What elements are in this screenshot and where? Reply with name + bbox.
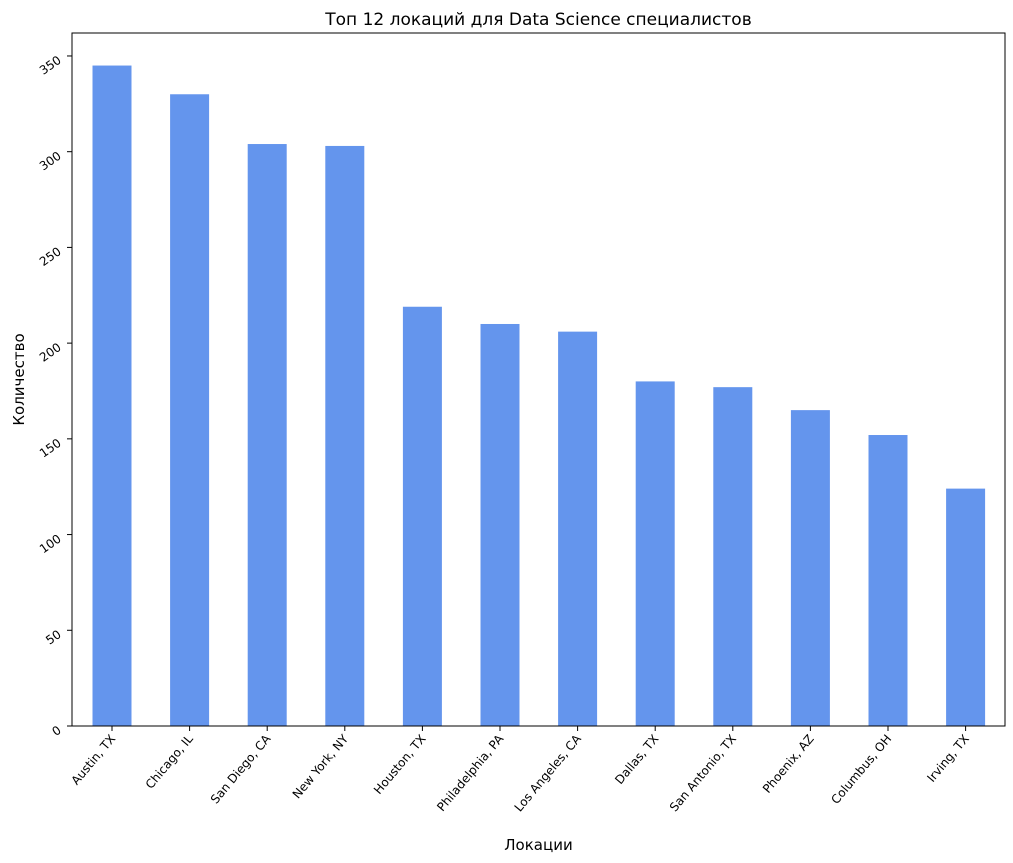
bar [480,323,520,726]
bar [558,331,598,726]
x-axis-title: Локации [504,836,572,854]
y-tick-label: 300 [37,149,64,174]
bar [946,488,986,726]
x-tick-label: Phoenix, AZ [760,732,817,796]
bar [635,381,675,726]
x-tick-label: Austin, TX [68,732,118,788]
x-tick-label: Philadelphia, PA [434,731,507,814]
bar [92,65,132,727]
y-tick-label: 350 [37,53,64,78]
y-tick-label: 0 [49,723,63,739]
bar [247,144,287,726]
y-tick-label: 200 [37,340,64,365]
bar [868,435,908,726]
y-tick-label: 150 [37,436,64,461]
y-tick-label: 50 [43,627,64,647]
x-tick-label: Irving, TX [924,732,972,785]
bar [713,387,753,726]
x-tick-label: New York, NY [290,731,352,801]
x-tick-label: Chicago, IL [143,732,196,792]
plot-frame [71,32,1006,727]
x-ticks-group: Austin, TX Chicago, IL San Diego, CA New Yo… [68,726,972,814]
x-tick-label: Dallas, TX [612,732,661,787]
y-axis-title: Количество [10,333,28,425]
bar [170,94,210,727]
chart-title: Топ 12 локаций для Data Science специали… [324,10,751,30]
x-tick-label: Los Angeles, CA [512,731,585,814]
bar [402,306,442,726]
bars-group [92,65,986,727]
x-tick-label: Columbus, OH [828,732,894,807]
bar [790,410,830,726]
y-tick-label: 250 [37,244,64,269]
x-tick-label: Houston, TX [371,732,429,797]
bar [325,145,365,726]
y-ticks-group: 0 50 100 150 200 250 300 350 [37,53,72,739]
x-tick-label: San Diego, CA [208,731,274,806]
x-tick-label: San Antonio, TX [667,732,739,814]
y-tick-label: 100 [37,532,64,557]
